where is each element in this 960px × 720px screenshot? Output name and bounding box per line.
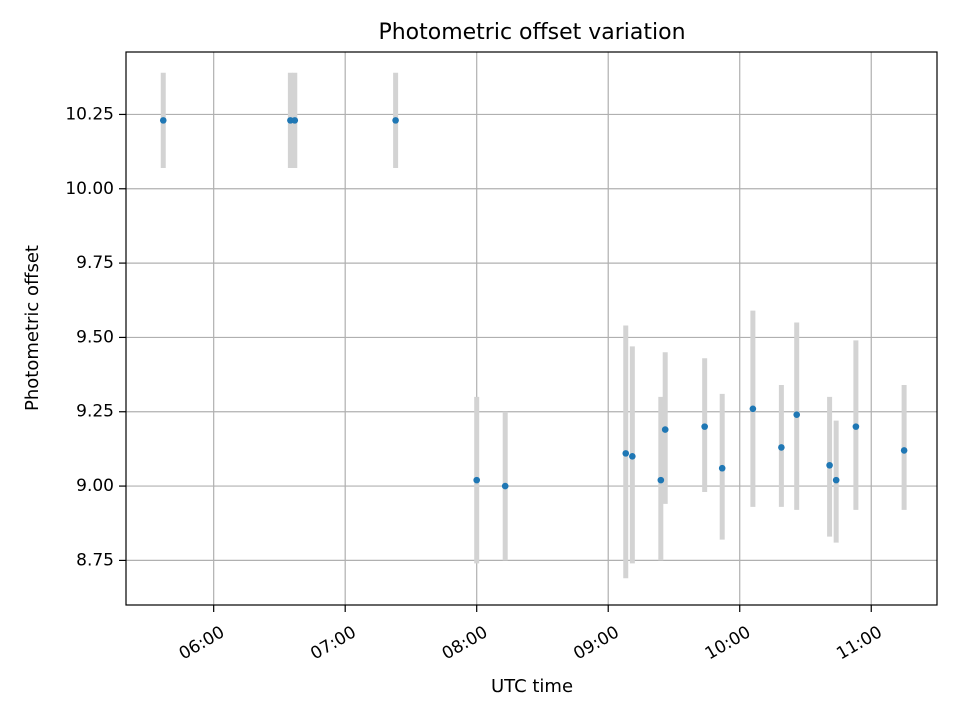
y-axis: 8.75 9.00 9.25 9.50 9.75 10.00 10.25	[65, 104, 126, 570]
y-tick-label: 10.25	[65, 104, 114, 124]
data-point	[826, 461, 833, 469]
data-point	[900, 447, 908, 454]
chart-title: Photometric offset variation	[378, 20, 685, 45]
y-axis-label: Photometric offset	[22, 245, 43, 411]
y-tick-label: 9.50	[76, 327, 114, 347]
data-point	[622, 450, 630, 457]
data-point	[832, 476, 840, 484]
data-point	[718, 464, 726, 472]
y-tick-label: 8.75	[76, 550, 114, 570]
x-axis-label: UTC time	[491, 676, 573, 697]
data-point	[159, 117, 167, 124]
data-point	[661, 426, 669, 433]
y-tick-label: 9.25	[76, 402, 114, 422]
data-point	[291, 117, 299, 124]
data-point	[629, 453, 636, 460]
data-point	[701, 423, 708, 430]
data-point	[778, 444, 785, 451]
grid	[126, 52, 937, 605]
y-tick-label: 9.00	[76, 476, 114, 496]
y-tick-label: 9.75	[76, 253, 114, 273]
y-tick-label: 10.00	[65, 179, 114, 199]
data-point	[852, 423, 860, 430]
plot-frame	[125, 51, 938, 606]
data-point	[749, 405, 757, 413]
data-points	[159, 117, 908, 490]
data-point	[392, 117, 399, 124]
data-point	[793, 411, 801, 419]
data-point	[473, 476, 481, 484]
data-point	[657, 476, 665, 484]
data-point	[501, 482, 509, 490]
